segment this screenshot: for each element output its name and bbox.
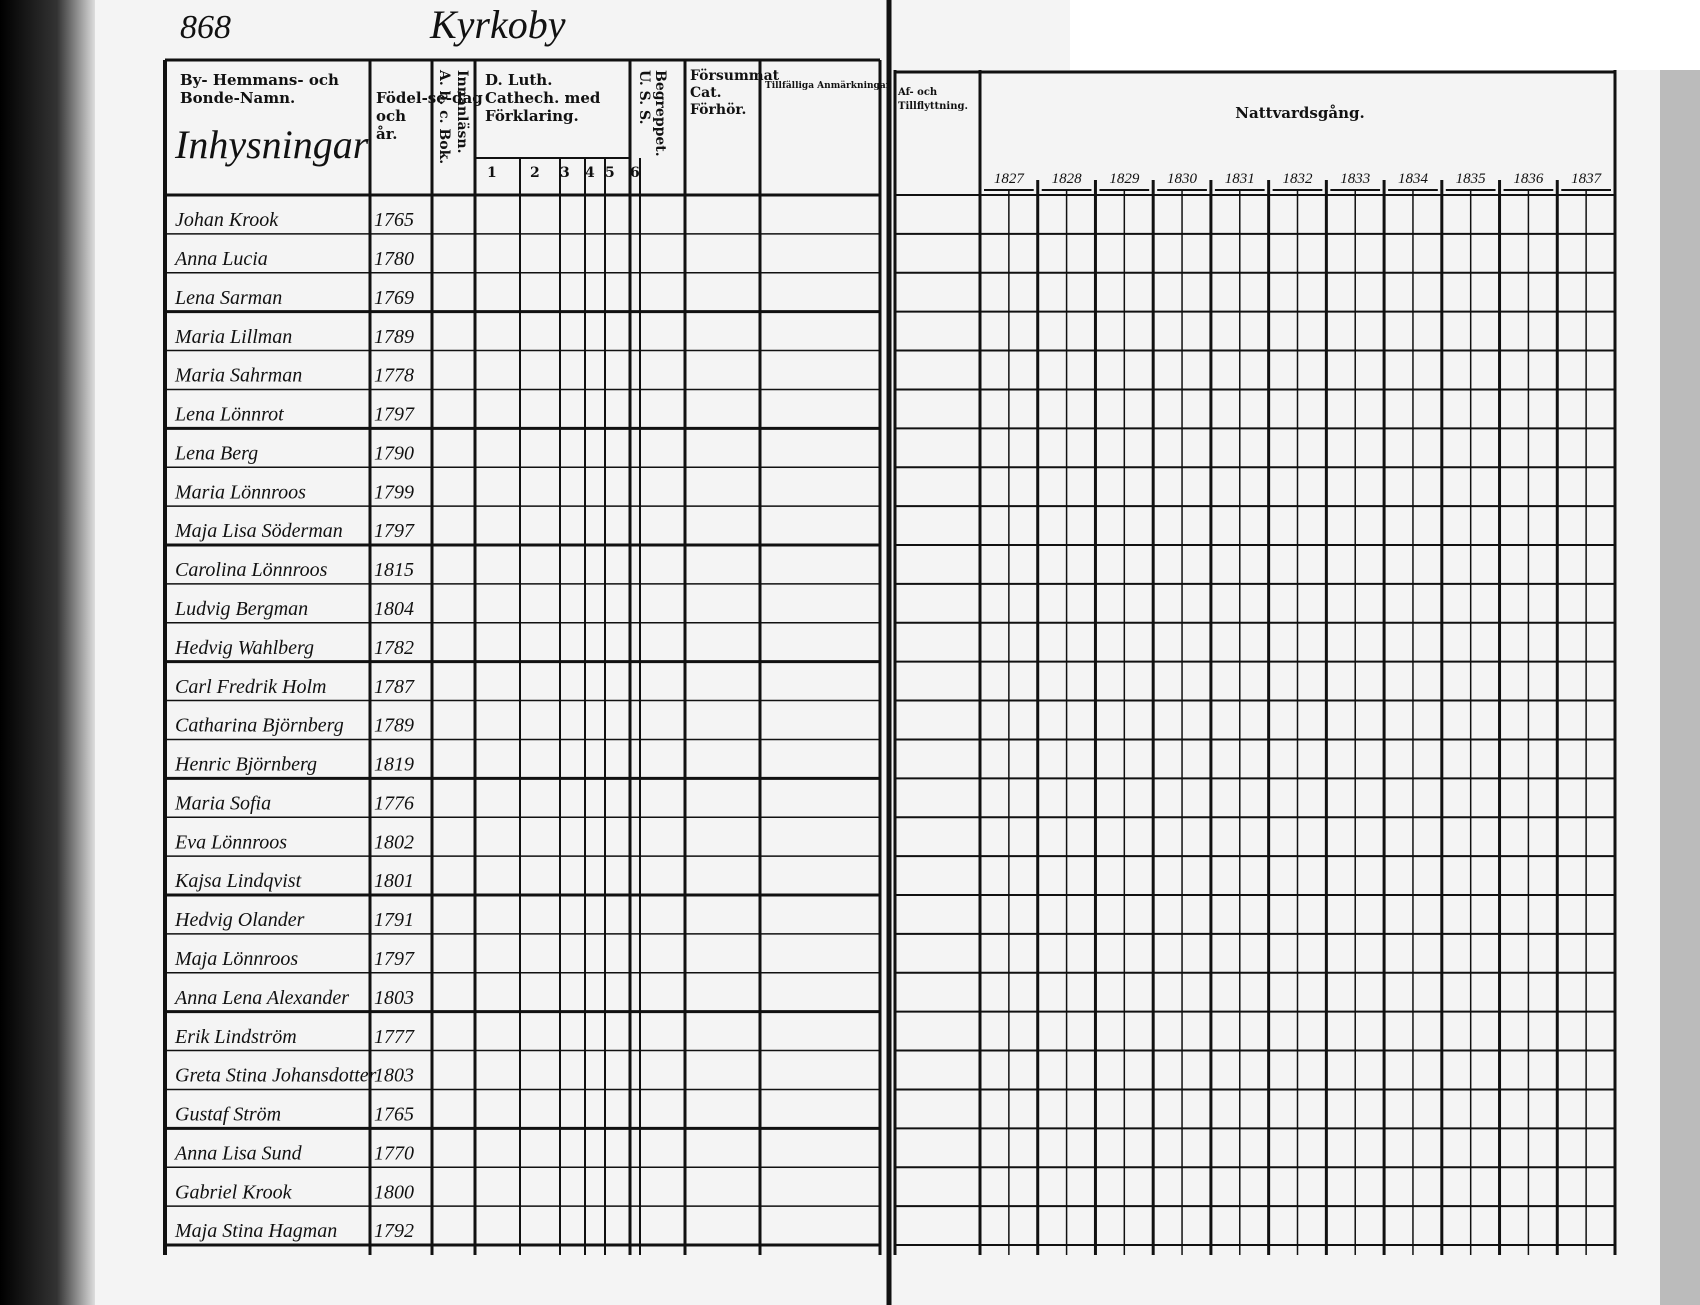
birth-year: 1803 [374,987,414,1009]
column-header: Försummat Cat. Förhör. [690,68,780,118]
column-number: 1 [487,165,497,181]
person-name: Lena Lönnrot [174,404,284,426]
birth-year: 1765 [374,1104,414,1126]
year-label: 1829 [1109,171,1140,187]
person-name: Lena Berg [174,442,258,464]
birth-year: 1765 [374,209,414,231]
year-label: 1833 [1340,171,1370,187]
birth-year: 1803 [374,1065,414,1087]
birth-year: 1799 [374,481,414,503]
column-number: 3 [560,165,570,181]
year-label: 1832 [1283,171,1314,187]
birth-year: 1782 [374,637,414,659]
birth-year: 1770 [374,1142,414,1164]
birth-year: 1777 [374,1026,415,1048]
person-name: Maja Lisa Söderman [174,520,343,542]
paper-top [1070,0,1700,70]
person-name: Maja Lönnroos [174,948,298,970]
person-name: Catharina Björnberg [175,715,344,737]
birth-year: 1815 [374,559,414,581]
column-header: Tillfälliga Anmärkningar [765,80,891,91]
birth-year: 1800 [374,1181,414,1203]
column-header: Födel-se-dag och år. [376,89,483,143]
birth-year: 1801 [374,870,414,892]
column-header: Innanläsn. [454,70,470,153]
person-name: Erik Lindström [174,1026,297,1048]
birth-year: 1792 [374,1220,414,1242]
person-name: Anna Lena Alexander [173,987,349,1009]
person-name: Maria Lillman [174,326,292,348]
person-name: Maja Stina Hagman [174,1220,337,1242]
birth-year: 1789 [374,326,414,348]
year-label: 1831 [1225,171,1255,187]
birth-year: 1797 [374,948,415,970]
scan-edge [1660,0,1700,1305]
birth-year: 1797 [374,520,415,542]
person-name: Lena Sarman [174,287,282,309]
birth-year: 1789 [374,715,414,737]
birth-year: 1791 [374,909,414,931]
birth-year: 1819 [374,754,414,776]
column-header: D. Luth. Cathech. med Förklaring. [485,71,601,125]
person-name: Johan Krook [175,209,279,231]
ruling [163,58,1617,1255]
person-name: Maria Sofia [174,792,271,814]
year-label: 1836 [1513,171,1544,187]
parish-name: Kyrkoby [429,2,566,47]
page-number: 868 [180,9,231,46]
column-header: Af- och Tillflyttning. [897,87,968,112]
birth-year: 1780 [374,248,414,270]
person-name: Henric Björnberg [174,754,317,776]
birth-year: 1787 [374,676,415,698]
person-name: Kajsa Lindqvist [174,870,302,892]
entries: 1827 1828 1829 1830 1831 1832 1833 1834 1835 1836… [173,68,1603,1242]
person-name: Gabriel Krook [175,1181,293,1203]
scan-edge [0,0,95,1305]
column-number: 4 [585,165,595,181]
birth-year: 1776 [374,792,414,814]
column-header: Nattvardsgång. [1235,104,1364,122]
birth-year: 1797 [374,404,415,426]
person-name: Hedvig Wahlberg [174,637,314,659]
person-name: Ludvig Bergman [174,598,308,620]
person-name: Eva Lönnroos [174,831,287,853]
column-header: U. S. S. [636,70,652,125]
birth-year: 1769 [374,287,414,309]
year-label: 1828 [1052,171,1083,187]
person-name: Anna Lucia [173,248,268,270]
person-name: Maria Lönnroos [174,481,306,503]
birth-year: 1778 [374,365,414,387]
section-title: Inhysningar [174,122,369,167]
column-header: Begreppet. [652,70,668,157]
person-name: Carl Fredrik Holm [175,676,326,698]
column-number: 6 [630,165,640,181]
birth-year: 1802 [374,831,414,853]
year-label: 1827 [994,171,1026,187]
person-name: Anna Lisa Sund [173,1142,303,1164]
person-name: Greta Stina Johansdotter [175,1065,377,1087]
column-number: 2 [530,165,540,181]
column-header: A. b. c. Bok. [436,69,452,164]
person-name: Gustaf Ström [175,1104,281,1126]
person-name: Maria Sahrman [174,365,302,387]
column-header: By- Hemmans- och Bonde-Namn. [180,71,339,107]
year-label: 1830 [1167,171,1198,187]
column-number: 5 [605,165,615,181]
year-label: 1837 [1571,171,1603,187]
birth-year: 1804 [374,598,414,620]
year-label: 1834 [1398,171,1429,187]
year-label: 1835 [1456,171,1487,187]
person-name: Carolina Lönnroos [175,559,328,581]
person-name: Hedvig Olander [174,909,305,931]
birth-year: 1790 [374,442,414,464]
